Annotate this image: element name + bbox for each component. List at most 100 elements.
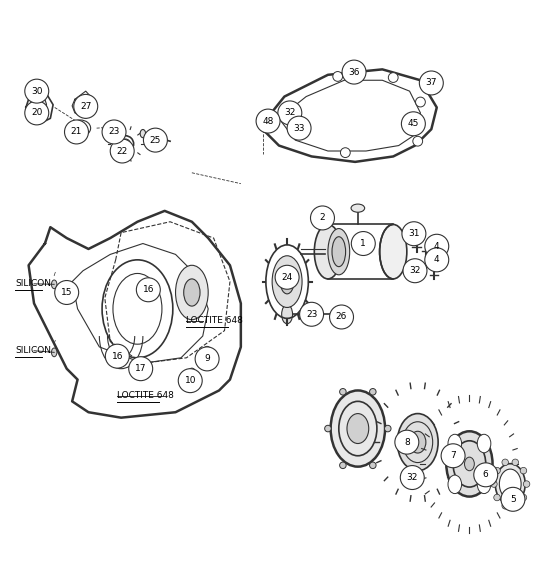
Text: 31: 31	[408, 229, 420, 238]
Circle shape	[403, 259, 427, 283]
Text: 17: 17	[135, 364, 147, 373]
Ellipse shape	[280, 269, 294, 294]
Ellipse shape	[340, 388, 346, 395]
Ellipse shape	[385, 425, 391, 432]
Ellipse shape	[330, 390, 385, 467]
Ellipse shape	[332, 237, 346, 267]
Ellipse shape	[351, 204, 365, 212]
Ellipse shape	[491, 481, 497, 487]
Ellipse shape	[204, 346, 211, 353]
Ellipse shape	[448, 475, 462, 494]
Ellipse shape	[477, 475, 491, 494]
Ellipse shape	[512, 459, 519, 466]
Text: 32: 32	[406, 473, 418, 482]
Text: 15: 15	[61, 288, 72, 297]
Circle shape	[402, 222, 426, 246]
Circle shape	[195, 347, 219, 371]
Circle shape	[106, 344, 129, 368]
Text: 16: 16	[143, 285, 154, 294]
Ellipse shape	[370, 462, 376, 469]
Ellipse shape	[272, 256, 302, 308]
Text: 5: 5	[510, 495, 516, 504]
Text: 24: 24	[282, 273, 293, 282]
Ellipse shape	[499, 469, 521, 499]
Text: 4: 4	[434, 242, 440, 251]
Text: 9: 9	[204, 355, 210, 363]
Ellipse shape	[494, 467, 501, 474]
Circle shape	[474, 463, 498, 487]
Text: 32: 32	[284, 108, 295, 118]
Circle shape	[129, 357, 153, 381]
Text: 26: 26	[336, 312, 347, 322]
Ellipse shape	[416, 97, 426, 107]
Ellipse shape	[413, 136, 423, 146]
Ellipse shape	[333, 71, 342, 81]
Text: LOCTITE 648: LOCTITE 648	[187, 316, 243, 325]
Circle shape	[143, 128, 167, 152]
Circle shape	[329, 305, 353, 329]
Text: 33: 33	[293, 123, 305, 133]
Circle shape	[102, 120, 126, 144]
Circle shape	[425, 248, 449, 272]
Circle shape	[110, 139, 134, 163]
Ellipse shape	[520, 494, 527, 501]
Circle shape	[395, 430, 419, 454]
Text: 16: 16	[112, 352, 123, 361]
Ellipse shape	[140, 129, 146, 137]
Ellipse shape	[51, 348, 57, 357]
Ellipse shape	[281, 105, 291, 115]
Circle shape	[256, 109, 280, 133]
Circle shape	[136, 278, 160, 302]
Text: SILICON: SILICON	[15, 279, 51, 288]
Ellipse shape	[51, 280, 57, 288]
Text: 32: 32	[409, 266, 421, 275]
Ellipse shape	[520, 467, 527, 474]
Text: 45: 45	[408, 119, 419, 128]
Ellipse shape	[477, 434, 491, 453]
Text: 20: 20	[31, 108, 43, 118]
Ellipse shape	[340, 462, 346, 469]
Ellipse shape	[120, 139, 130, 149]
Text: 10: 10	[184, 376, 196, 385]
Text: LOCTITE 648: LOCTITE 648	[117, 391, 174, 400]
Circle shape	[55, 281, 79, 304]
Text: 48: 48	[263, 116, 274, 126]
Ellipse shape	[30, 95, 46, 117]
Ellipse shape	[340, 148, 350, 157]
Circle shape	[65, 120, 89, 144]
Text: 7: 7	[450, 451, 456, 460]
Ellipse shape	[176, 265, 208, 320]
Ellipse shape	[494, 494, 501, 501]
Text: 37: 37	[426, 78, 437, 88]
Circle shape	[178, 369, 202, 393]
Ellipse shape	[512, 503, 519, 509]
Ellipse shape	[347, 414, 369, 443]
Ellipse shape	[464, 457, 474, 471]
Circle shape	[351, 232, 375, 256]
Text: 36: 36	[348, 68, 360, 77]
Circle shape	[275, 265, 299, 289]
Ellipse shape	[325, 425, 331, 432]
Ellipse shape	[397, 414, 438, 471]
Circle shape	[441, 444, 465, 468]
Text: 22: 22	[117, 146, 128, 156]
Ellipse shape	[282, 305, 293, 324]
Text: SILICON: SILICON	[15, 346, 51, 355]
Text: 30: 30	[31, 87, 43, 95]
Ellipse shape	[388, 73, 398, 82]
Circle shape	[501, 487, 525, 511]
Circle shape	[401, 112, 426, 136]
Text: 27: 27	[80, 102, 91, 111]
Ellipse shape	[502, 459, 509, 466]
Circle shape	[420, 71, 443, 95]
Circle shape	[25, 79, 49, 103]
Ellipse shape	[115, 125, 121, 132]
Ellipse shape	[495, 464, 525, 504]
Ellipse shape	[446, 431, 492, 497]
Text: 1: 1	[360, 239, 366, 248]
Text: 23: 23	[108, 128, 120, 136]
Circle shape	[400, 466, 424, 490]
Text: 4: 4	[434, 255, 440, 264]
Circle shape	[342, 60, 366, 84]
Ellipse shape	[370, 388, 376, 395]
